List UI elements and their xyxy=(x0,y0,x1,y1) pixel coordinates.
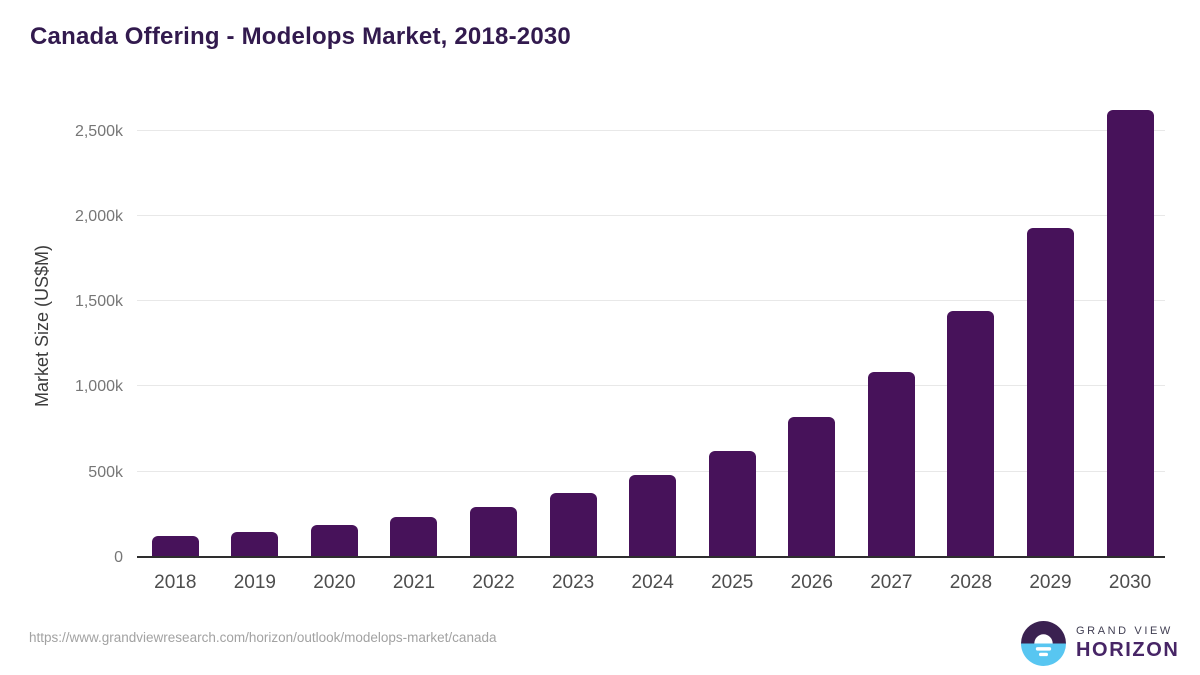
y-axis-tick-labels: 0 500k 1,000k 1,500k 2,000k 2,500k xyxy=(0,95,123,567)
bar-2029[interactable] xyxy=(1026,227,1074,556)
y-axis-tick-label: 500k xyxy=(88,463,123,481)
bar-2018[interactable] xyxy=(151,535,199,556)
x-axis-tick-label-2020: 2020 xyxy=(313,572,356,593)
bar-2021[interactable] xyxy=(390,517,438,556)
plot-area: 2018 2019 2020 2021 2022 2023 2024 2025 2026 2027… xyxy=(137,95,1165,593)
bar-2024[interactable] xyxy=(629,474,677,556)
bar-2023[interactable] xyxy=(549,493,597,556)
x-axis-tick-label-2019: 2019 xyxy=(233,572,276,593)
bar-2028[interactable] xyxy=(947,311,995,556)
gridline-1,500k xyxy=(137,300,1165,302)
gridline-2,000k xyxy=(137,214,1165,216)
y-axis-tick-label: 2,000k xyxy=(74,207,123,225)
brand-name-top: GRAND VIEW xyxy=(1076,625,1173,637)
bar-2027[interactable] xyxy=(867,371,915,556)
bar-2020[interactable] xyxy=(310,525,358,556)
x-axis-tick-label-2025: 2025 xyxy=(711,572,754,593)
source-url: https://www.grandviewresearch.com/horizo… xyxy=(29,630,497,645)
grand-view-horizon-logo: GRAND VIEW HORIZON xyxy=(1021,621,1179,666)
x-axis-tick-label-2018: 2018 xyxy=(154,572,197,593)
x-axis-tick-label-2024: 2024 xyxy=(631,572,674,593)
x-axis-tick-label-2027: 2027 xyxy=(870,572,913,593)
x-axis-tick-label-2021: 2021 xyxy=(392,572,436,593)
y-axis-tick-label: 0 xyxy=(114,549,123,566)
x-axis-tick-label-2028: 2028 xyxy=(949,572,993,593)
x-axis-tick-label-2022: 2022 xyxy=(472,572,515,593)
x-axis-tick-label-2023: 2023 xyxy=(551,572,595,593)
gridline-500k xyxy=(137,470,1165,472)
bar-2019[interactable] xyxy=(231,531,279,556)
logo-text: GRAND VIEW HORIZON xyxy=(1076,625,1179,662)
gridline-2,500k xyxy=(137,129,1165,131)
bar-2022[interactable] xyxy=(470,506,518,556)
y-axis-tick-label: 1,500k xyxy=(74,293,123,311)
y-axis-tick-label: 1,000k xyxy=(74,378,123,396)
x-axis-tick-label-2030: 2030 xyxy=(1108,572,1152,593)
gridline-1,000k xyxy=(137,385,1165,387)
x-axis-tick-label-2029: 2029 xyxy=(1029,572,1072,593)
bar-2025[interactable] xyxy=(708,451,756,556)
bar-2030[interactable] xyxy=(1106,110,1154,556)
bar-2026[interactable] xyxy=(788,416,836,556)
x-axis-tick-label-2026: 2026 xyxy=(790,572,833,593)
horizon-sun-icon xyxy=(1021,621,1066,666)
y-axis-tick-label: 2,500k xyxy=(74,122,123,140)
brand-name-bottom: HORIZON xyxy=(1076,639,1180,661)
chart-title: Canada Offering - Modelops Market, 2018-… xyxy=(30,23,571,50)
